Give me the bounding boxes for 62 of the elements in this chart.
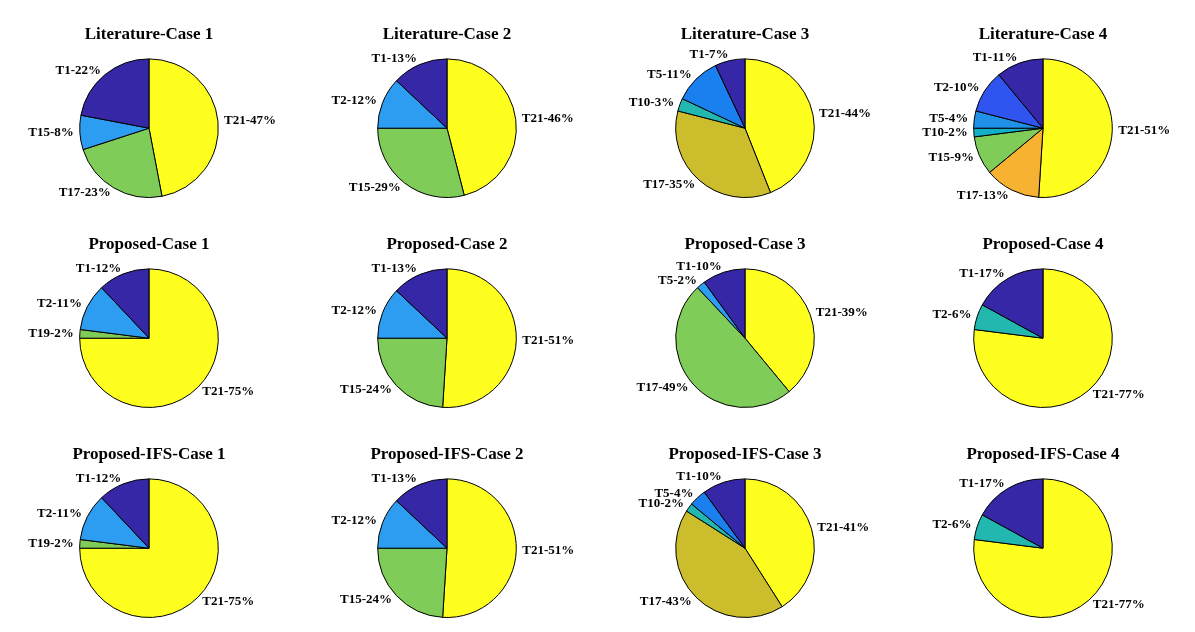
slice-label: T1-13% [371, 50, 418, 66]
slice-label: T2-12% [331, 91, 377, 107]
slice-label: T1-12% [75, 259, 122, 275]
slice-label: T5-4% [929, 110, 969, 126]
slice-label: T17-43% [639, 592, 692, 608]
slice-label: T21-75% [202, 382, 255, 398]
slice-label: T1-17% [959, 474, 1005, 490]
slice-label: T17-13% [956, 186, 1009, 202]
slice-label: T21-75% [202, 592, 255, 608]
slice-label: T5-4% [654, 484, 694, 500]
chart-title: Literature-Case 3 [680, 23, 810, 43]
chart-title: Proposed-Case 3 [684, 233, 806, 253]
chart-title: Proposed-IFS-Case 1 [72, 443, 226, 463]
slice-label: T10-3% [628, 94, 675, 110]
slice-label: T17-23% [58, 184, 111, 200]
slice-label: T2-6% [932, 516, 972, 532]
slice-label: T21-39% [815, 304, 868, 320]
slice-label: T15-9% [928, 149, 974, 165]
slice-label: T17-49% [636, 379, 689, 395]
slice-label: T2-11% [37, 295, 82, 311]
chart-title: Literature-Case 2 [382, 23, 512, 43]
slice-label: T1-17% [959, 264, 1005, 280]
chart-title: Literature-Case 1 [84, 23, 214, 43]
slice-label: T21-77% [1092, 386, 1145, 402]
slice-label: T2-12% [331, 301, 377, 317]
slice-label: T17-35% [643, 176, 696, 192]
slice-label: T21-47% [223, 112, 276, 128]
slice-label: T5-11% [646, 66, 692, 82]
slice-label: T1-12% [75, 469, 122, 485]
slice-label: T2-12% [331, 511, 377, 527]
slice-label: T21-44% [818, 105, 871, 121]
slice-label: T21-51% [1118, 121, 1171, 137]
chart-title: Literature-Case 4 [978, 23, 1108, 43]
slice-label: T19-2% [28, 534, 74, 550]
slice-label: T15-29% [348, 179, 401, 195]
slice-label: T2-6% [932, 306, 972, 322]
slice-label: T1-13% [371, 470, 418, 486]
slice-label: T15-24% [340, 591, 393, 607]
slice-label: T5-2% [658, 271, 697, 287]
chart-title: Proposed-Case 1 [88, 233, 210, 253]
chart-title: Proposed-Case 2 [386, 233, 508, 253]
slice-label: T1-13% [371, 260, 418, 276]
slice-label: T15-8% [28, 124, 74, 140]
slice-label: T1-10% [676, 257, 722, 273]
chart-title: Proposed-IFS-Case 3 [668, 443, 822, 463]
slice-label: T1-7% [689, 46, 729, 62]
slice-label: T2-11% [37, 505, 82, 521]
slice-label: T21-46% [521, 110, 574, 126]
slice-label: T21-51% [522, 541, 575, 557]
slice-label: T1-22% [55, 61, 101, 77]
slice-label: T21-41% [817, 518, 870, 534]
slice-label: T21-51% [522, 331, 575, 347]
chart-title: Proposed-IFS-Case 2 [370, 443, 524, 463]
slice-label: T15-24% [340, 381, 393, 397]
chart-title: Proposed-Case 4 [982, 233, 1105, 253]
slice-label: T19-2% [28, 324, 74, 340]
slice-label: T1-10% [676, 467, 722, 483]
slice-label: T2-10% [933, 79, 980, 95]
slice-label: T10-2% [922, 124, 968, 140]
slice-label: T21-77% [1092, 596, 1145, 612]
slice-label: T1-11% [972, 48, 1018, 64]
chart-title: Proposed-IFS-Case 4 [966, 443, 1121, 463]
